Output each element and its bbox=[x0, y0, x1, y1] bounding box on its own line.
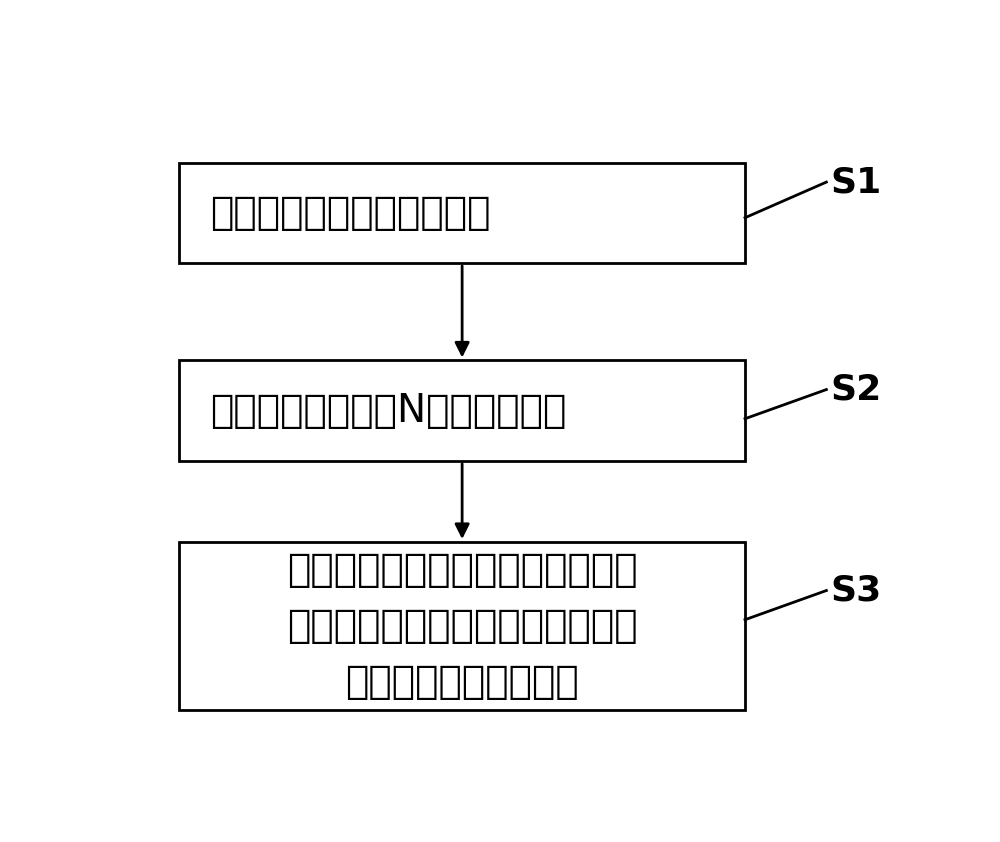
Text: S3: S3 bbox=[830, 573, 882, 608]
Text: S1: S1 bbox=[830, 165, 882, 199]
FancyBboxPatch shape bbox=[179, 360, 745, 461]
Text: 获取待补偿屏幕的刷新时间: 获取待补偿屏幕的刷新时间 bbox=[210, 194, 491, 232]
FancyBboxPatch shape bbox=[179, 163, 745, 263]
Text: 将曝光时间发送至光学补偿设备的
摄像机，以使摄像机根据曝光时间
对待补偿屏幕进行拍摄: 将曝光时间发送至光学补偿设备的 摄像机，以使摄像机根据曝光时间 对待补偿屏幕进行… bbox=[287, 552, 637, 701]
FancyBboxPatch shape bbox=[179, 542, 745, 711]
Text: S2: S2 bbox=[830, 372, 882, 407]
Text: 将曝光时间调整为N倍的刷新时间: 将曝光时间调整为N倍的刷新时间 bbox=[210, 392, 567, 429]
